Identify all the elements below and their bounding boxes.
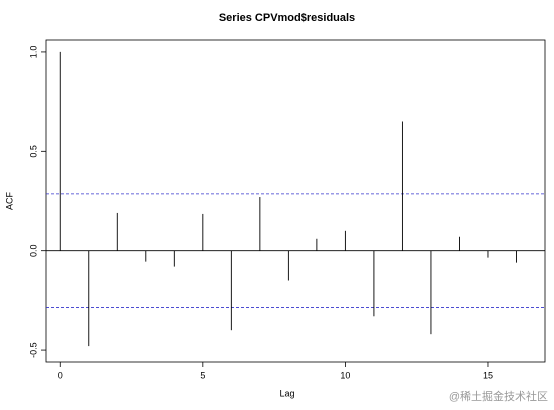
x-tick-label: 10: [340, 370, 350, 380]
x-axis-label: Lag: [279, 388, 294, 398]
x-tick-label: 15: [483, 370, 493, 380]
y-tick-label: -0.5: [28, 342, 38, 358]
watermark: @稀土掘金技术社区: [449, 389, 548, 403]
y-axis-label: ACF: [4, 191, 14, 210]
y-tick-label: 0.5: [28, 145, 38, 158]
plot-box: [45, 39, 546, 363]
chart-title: Series CPVmod$residuals: [219, 12, 355, 24]
y-tick-label: 1.0: [28, 46, 38, 59]
y-tick-label: 0.0: [28, 244, 38, 257]
x-tick-label: 5: [200, 370, 205, 380]
x-tick-label: 0: [58, 370, 63, 380]
